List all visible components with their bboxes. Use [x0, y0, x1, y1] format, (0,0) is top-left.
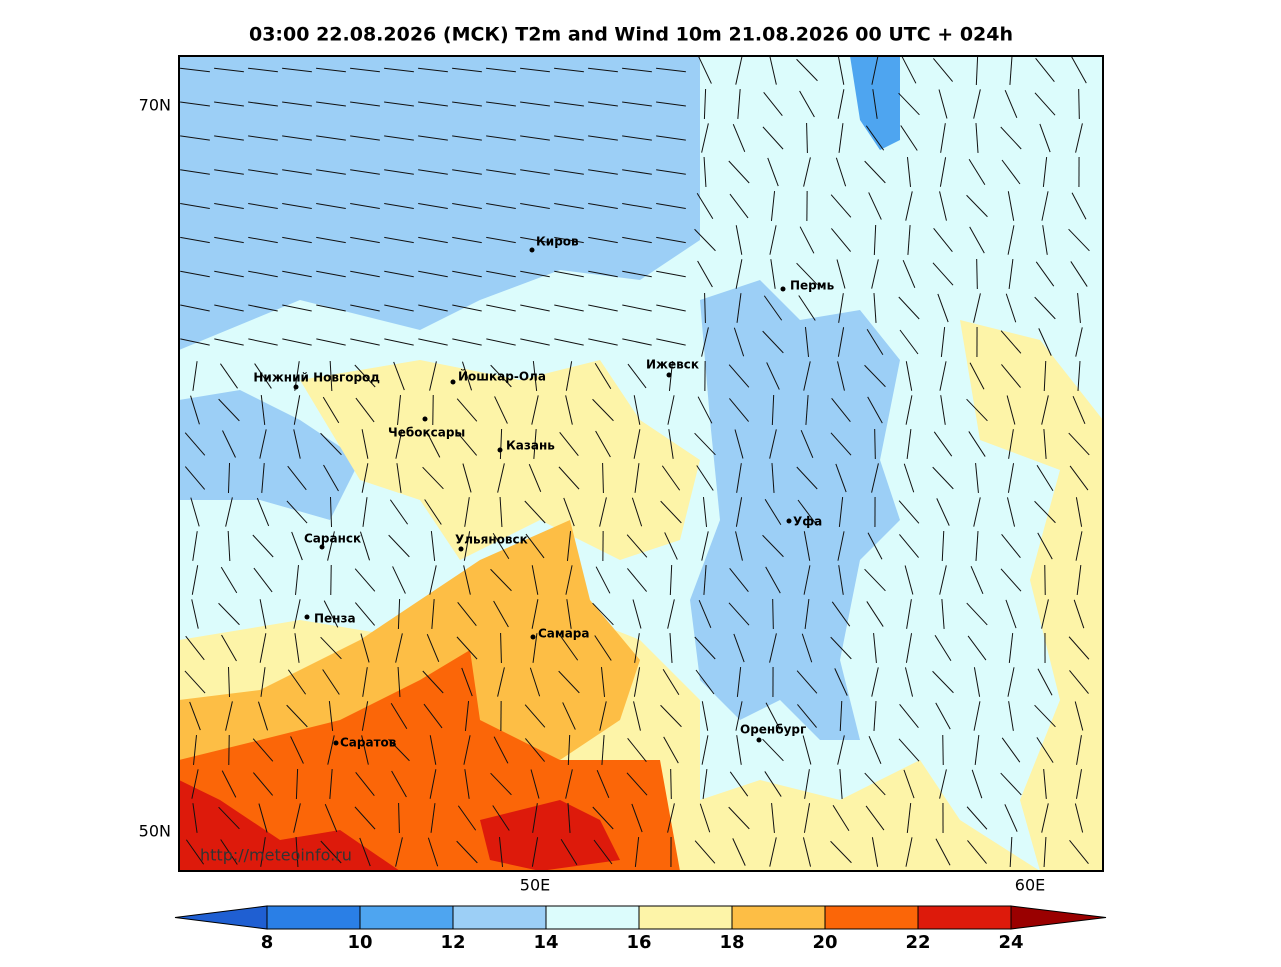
- colorbar-end: [1011, 906, 1106, 929]
- city-marker: [334, 741, 339, 746]
- colorbar: 8 10 12 14 16 18 20 22 24: [175, 906, 1106, 953]
- city-marker: [305, 615, 310, 620]
- city-marker: [787, 519, 792, 524]
- city-label: Уфа: [793, 515, 822, 529]
- city-label: Казань: [506, 439, 555, 453]
- colorbar-end: [175, 906, 267, 929]
- city-marker: [451, 380, 456, 385]
- city-label: Пенза: [314, 612, 356, 626]
- lat-label: 70N: [139, 96, 171, 115]
- wind-barb: [977, 259, 978, 289]
- city-label: Йошкар-Ола: [458, 369, 546, 384]
- city-label: Нижний Новгород: [253, 371, 380, 385]
- colorbar-tick-label: 10: [347, 932, 372, 953]
- city-label: Киров: [536, 235, 579, 249]
- wind-barb: [875, 429, 876, 459]
- title: 03:00 22.08.2026 (МСК) T2m and Wind 10m …: [249, 24, 1013, 46]
- colorbar-tick-label: 14: [533, 932, 558, 953]
- lat-label: 50N: [139, 822, 171, 841]
- wind-barb: [773, 599, 774, 629]
- colorbar-tick-label: 22: [905, 932, 930, 953]
- city-marker: [530, 248, 535, 253]
- colorbar-tick-label: 8: [261, 932, 274, 953]
- colorbar-segment: [825, 906, 918, 929]
- city-marker: [757, 738, 762, 743]
- city-marker: [294, 385, 299, 390]
- lon-label: 50E: [520, 876, 550, 895]
- colorbar-segment: [453, 906, 546, 929]
- city-label: Ульяновск: [455, 533, 528, 547]
- colorbar-segment: [639, 906, 732, 929]
- city-marker: [531, 635, 536, 640]
- city-label: Пермь: [790, 279, 835, 293]
- city-marker: [498, 448, 503, 453]
- colorbar-tick-label: 18: [719, 932, 744, 953]
- colorbar-segment: [360, 906, 453, 929]
- colorbar-tick-label: 20: [812, 932, 837, 953]
- wind-barb: [1079, 89, 1080, 119]
- colorbar-segment: [918, 906, 1011, 929]
- colorbar-tick-label: 12: [440, 932, 465, 953]
- colorbar-tick-label: 24: [998, 932, 1023, 953]
- city-label: Саранск: [304, 532, 361, 546]
- map-field: [179, 55, 1103, 871]
- colorbar-segment: [732, 906, 825, 929]
- city-label: Оренбург: [740, 723, 806, 737]
- city-label: Ижевск: [646, 358, 699, 372]
- city-marker: [667, 373, 672, 378]
- city-label: Самара: [538, 627, 590, 641]
- city-marker: [459, 547, 464, 552]
- watermark: http://meteoinfo.ru: [200, 846, 352, 865]
- colorbar-tick-label: 16: [626, 932, 651, 953]
- city-marker: [781, 287, 786, 292]
- city-marker: [423, 417, 428, 422]
- city-label: Чебоксары: [388, 426, 465, 440]
- wind-barb: [671, 769, 672, 799]
- colorbar-segment: [546, 906, 639, 929]
- colorbar-segment: [267, 906, 360, 929]
- city-label: Саратов: [340, 736, 397, 750]
- lon-label: 60E: [1015, 876, 1045, 895]
